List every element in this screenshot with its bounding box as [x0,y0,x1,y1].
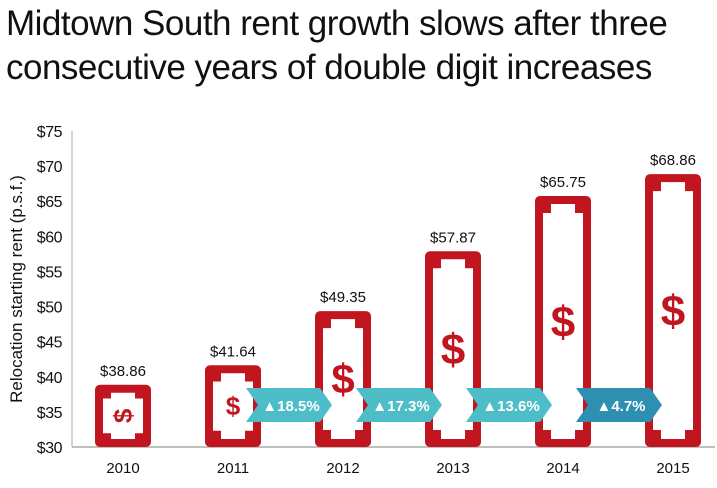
dollar-icon: $ [661,287,685,336]
x-tick-label: 2012 [326,460,359,477]
y-tick-label: $60 [37,229,63,246]
y-tick-label: $50 [37,300,63,317]
chart-title: Midtown South rent growth slows after th… [6,4,668,87]
growth-arrow [246,388,332,422]
y-tick-label: $65 [37,194,63,211]
data-label: $41.64 [210,343,256,360]
data-label: $57.87 [430,229,476,246]
x-tick-label: 2010 [106,460,139,477]
bar-inner [543,203,583,439]
y-axis-label: Relocation starting rent (p.s.f.) [7,175,26,403]
x-tick-label: 2014 [546,460,579,477]
bar-inner [213,373,253,439]
bar-inner [653,182,693,439]
bar-inner [433,259,473,439]
data-label: $65.75 [540,174,586,191]
y-tick-label: $35 [37,405,63,422]
bar-inner [323,319,363,439]
dollar-icon: $ [226,391,241,421]
growth-arrow [576,388,662,422]
growth-label: ▲17.3% [372,398,429,415]
growth-arrow [466,388,552,422]
growth-label: ▲18.5% [262,398,319,415]
y-tick-label: $40 [37,370,63,387]
growth-arrow [356,388,442,422]
data-label: $38.86 [100,363,146,380]
bar-inner [103,392,143,439]
x-tick-label: 2013 [436,460,469,477]
data-label: $49.35 [320,289,366,306]
dollar-icon: $ [441,326,465,375]
y-tick-label: $75 [37,124,63,141]
y-tick-label: $45 [37,335,63,352]
x-tick-label: 2011 [217,460,249,477]
y-tick-label: $55 [37,264,63,281]
y-tick-label: $30 [37,440,63,457]
x-tick-label: 2015 [656,460,689,477]
data-label: $68.86 [650,152,696,169]
dollar-icon: $ [108,408,138,423]
dollar-icon: $ [551,298,575,347]
growth-label: ▲4.7% [596,398,645,415]
growth-label: ▲13.6% [482,398,539,415]
y-tick-label: $70 [37,159,63,176]
dollar-icon: $ [331,356,354,403]
